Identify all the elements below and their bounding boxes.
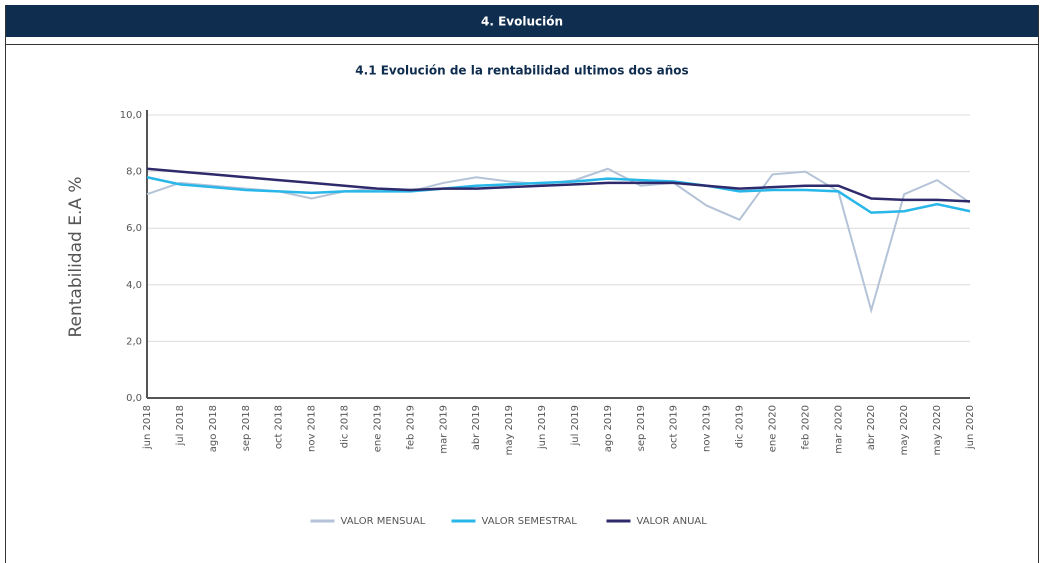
chart-title: 4.1 Evolución de la rentabilidad ultimos… <box>355 64 688 78</box>
series-line <box>146 176 971 214</box>
x-tick-label: may 2020 <box>899 405 910 455</box>
series-line <box>146 167 971 203</box>
legend-label: VALOR MENSUAL <box>341 516 426 527</box>
x-tick-label: ago 2018 <box>208 405 219 452</box>
x-tick-label: jun 2019 <box>537 405 548 450</box>
x-tick-label: jul 2018 <box>175 405 186 447</box>
x-tick-label: mar 2020 <box>833 405 844 454</box>
x-tick-label: mar 2019 <box>438 405 449 454</box>
y-tick-label: 6,0 <box>126 223 142 234</box>
y-tick-label: 8,0 <box>126 167 142 178</box>
y-tick-label: 0,0 <box>126 393 142 404</box>
x-tick-label: jul 2019 <box>570 405 581 447</box>
x-tick-label: nov 2018 <box>307 405 318 452</box>
x-tick-label: oct 2019 <box>669 405 680 449</box>
x-tick-label: ene 2019 <box>372 405 383 452</box>
legend-label: VALOR ANUAL <box>637 516 708 527</box>
header-title: 4. Evolución <box>481 15 563 29</box>
x-tick-label: abr 2019 <box>471 405 482 450</box>
x-tick-label: dic 2019 <box>735 405 746 448</box>
header-bar <box>5 5 1039 37</box>
y-tick-label: 10,0 <box>120 110 142 121</box>
x-tick-label: ago 2019 <box>603 405 614 452</box>
x-tick-label: abr 2020 <box>866 405 877 450</box>
x-tick-label: ene 2020 <box>767 405 778 452</box>
x-tick-label: feb 2020 <box>800 405 811 450</box>
x-tick-label: sep 2019 <box>636 405 647 451</box>
legend-label: VALOR SEMESTRAL <box>482 516 578 527</box>
x-tick-label: dic 2018 <box>340 405 351 448</box>
x-tick-label: may 2019 <box>504 405 515 455</box>
x-tick-label: feb 2019 <box>405 405 416 450</box>
x-tick-label: sep 2018 <box>241 405 252 451</box>
y-axis-label: Rentabilidad E.A % <box>66 176 86 337</box>
y-tick-label: 4,0 <box>126 280 142 291</box>
x-tick-label: oct 2018 <box>274 405 285 449</box>
x-tick-label: may 2020 <box>932 405 943 455</box>
x-tick-label: nov 2019 <box>702 405 713 452</box>
x-tick-label: jun 2020 <box>965 405 976 450</box>
x-tick-label: jun 2018 <box>142 405 153 450</box>
y-tick-label: 2,0 <box>126 336 142 347</box>
